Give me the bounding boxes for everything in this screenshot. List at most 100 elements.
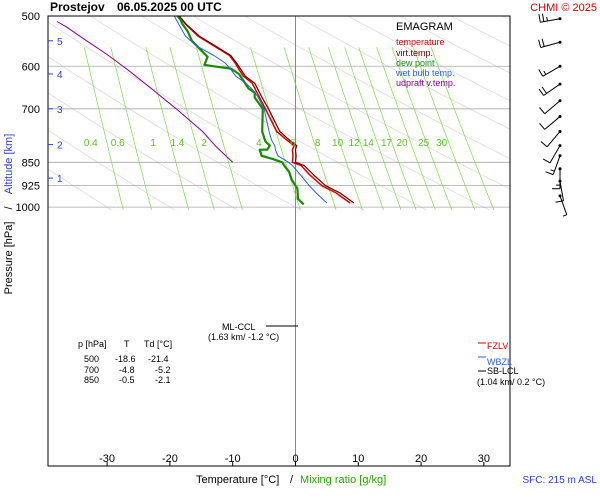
wind-barb-staff bbox=[543, 83, 561, 96]
wind-barbs bbox=[538, 13, 568, 217]
altitude-tick-label: 3 bbox=[57, 105, 63, 116]
mixing-ratio-line bbox=[430, 47, 495, 211]
wind-barb-dot bbox=[558, 64, 562, 68]
legend-item-temperature: temperature bbox=[396, 37, 445, 47]
wbzl-label: WBZL bbox=[487, 357, 512, 367]
ml-ccl-detail: (1.63 km/ -1.2 °C) bbox=[208, 332, 279, 342]
legend-item-wet-bulb: wet bulb temp. bbox=[395, 68, 455, 78]
wind-barb-dot bbox=[558, 129, 562, 133]
credit: CHMI © 2025 bbox=[530, 2, 597, 14]
wind-barb bbox=[538, 82, 562, 96]
series-line-temperature bbox=[178, 16, 351, 204]
x-tick-label: 30 bbox=[478, 453, 490, 465]
mixing-ratio-label: 1.4 bbox=[170, 138, 184, 149]
pressure-tick-label: 850 bbox=[22, 157, 40, 169]
wind-barb-staff bbox=[544, 116, 561, 130]
wind-barb-dot bbox=[558, 144, 562, 148]
altitude-tick-label: 4 bbox=[57, 70, 63, 81]
legend: EMAGRAM temperature virt.temp. dew point… bbox=[395, 21, 455, 88]
mixing-ratio-label: 0.6 bbox=[111, 138, 125, 149]
table-cell: 500 bbox=[84, 354, 99, 364]
mixing-ratio-line bbox=[195, 47, 243, 210]
profiles bbox=[56, 16, 355, 206]
mixing-ratio-label: 1 bbox=[150, 138, 156, 149]
mixing-ratio-label: 8 bbox=[315, 138, 321, 149]
table-cell: -18.6 bbox=[115, 354, 136, 364]
wind-barb bbox=[538, 64, 562, 77]
mixing-ratio-label: 4 bbox=[256, 138, 262, 149]
wind-barb-dot bbox=[558, 179, 562, 183]
x-axis-separator: / bbox=[290, 474, 294, 486]
wind-barb-dot bbox=[558, 99, 562, 103]
surface-elevation: SFC: 215 m ASL bbox=[523, 475, 598, 486]
dry-adiabat bbox=[296, 16, 510, 130]
wind-barb-feather bbox=[550, 169, 555, 172]
mixing-ratio-line bbox=[344, 47, 402, 211]
station-name: Prostejov bbox=[50, 0, 105, 14]
pressure-tick-label: 1000 bbox=[16, 202, 40, 214]
wind-barb-feather bbox=[545, 171, 554, 176]
wind-barb-dot bbox=[558, 154, 562, 158]
wind-barb bbox=[545, 154, 562, 176]
wind-barb-feather bbox=[542, 158, 551, 164]
table-header-p: p [hPa] bbox=[78, 339, 107, 349]
wind-barb-staff bbox=[544, 100, 561, 115]
fzlv-label: FZLV bbox=[487, 341, 508, 351]
mixing-ratio-line bbox=[169, 47, 215, 210]
mixing-ratio-line bbox=[391, 47, 453, 211]
mixing-ratio-line bbox=[83, 47, 124, 210]
wind-barb bbox=[552, 167, 562, 190]
x-tick-label: 20 bbox=[415, 453, 427, 465]
wind-barb bbox=[539, 99, 562, 115]
x-tick-label: -30 bbox=[99, 453, 115, 465]
wind-barb-feather bbox=[538, 88, 545, 96]
table-cell: -2.1 bbox=[155, 375, 171, 385]
plot-area bbox=[48, 16, 510, 466]
wind-barb-dot bbox=[558, 17, 562, 21]
mixing-ratio-line bbox=[145, 47, 190, 210]
wind-barb-dot bbox=[558, 194, 562, 198]
mixing-ratio-label: 20 bbox=[396, 138, 408, 149]
ml-ccl-label: ML-CCL bbox=[222, 322, 256, 332]
dry-adiabat bbox=[244, 16, 510, 160]
table-cell: -5.2 bbox=[155, 365, 171, 375]
altitude-tick-label: 5 bbox=[57, 37, 63, 48]
wind-barb-feather bbox=[541, 86, 548, 94]
mixing-ratio-label: 14 bbox=[363, 138, 375, 149]
wind-barb-staff bbox=[552, 155, 561, 175]
wind-barb-feather bbox=[546, 16, 548, 22]
wind-barb-dot bbox=[558, 167, 562, 171]
legend-item-virt-temp: virt.temp. bbox=[396, 48, 433, 58]
wind-barb bbox=[538, 38, 562, 48]
y-axis-label-altitude: Altitude [km] bbox=[3, 134, 15, 195]
axis-ticks: 0.4 0.6 1 1.4 2 4 6 8 10 12 14 17 20 25 30-30 -20 -10 0 10… bbox=[16, 11, 490, 466]
table-header-td: Td [°C] bbox=[144, 339, 172, 349]
wind-barb-feather bbox=[539, 107, 546, 115]
x-tick-label: -10 bbox=[225, 453, 241, 465]
mixing-ratio-line bbox=[308, 47, 363, 211]
altitude-tick-label: 2 bbox=[57, 141, 63, 152]
mixing-ratio-line bbox=[358, 47, 417, 211]
mixing-ratio-line bbox=[250, 47, 301, 210]
wind-barb-staff bbox=[559, 181, 564, 201]
sb-lcl-label: SB-LCL bbox=[487, 366, 519, 376]
wind-barb-staff bbox=[559, 195, 568, 215]
wind-barb-feather bbox=[538, 69, 544, 77]
table-cell: -4.8 bbox=[119, 365, 135, 375]
wind-barb-staff bbox=[549, 145, 561, 164]
mixing-ratio-line bbox=[412, 47, 476, 211]
wind-barb-dot bbox=[558, 40, 562, 44]
datetime: 06.05.2025 00 UTC bbox=[117, 0, 222, 14]
wind-barb bbox=[542, 144, 562, 164]
mixing-ratio-lines bbox=[83, 47, 495, 211]
wind-barb-feather bbox=[541, 38, 545, 47]
table-cell: 700 bbox=[84, 365, 99, 375]
mixing-ratio-label: 30 bbox=[436, 138, 448, 149]
wind-barb-feather bbox=[538, 39, 542, 48]
x-tick-label: 10 bbox=[352, 453, 364, 465]
mixing-ratio-label: 17 bbox=[381, 138, 393, 149]
data-table: p [hPa] T Td [°C] 500 -18.6 -21.4 700 -4… bbox=[78, 339, 172, 385]
series-line-virt-temp- bbox=[178, 16, 355, 204]
y-axis-label-pressure: Pressure [hPa] bbox=[3, 222, 15, 295]
